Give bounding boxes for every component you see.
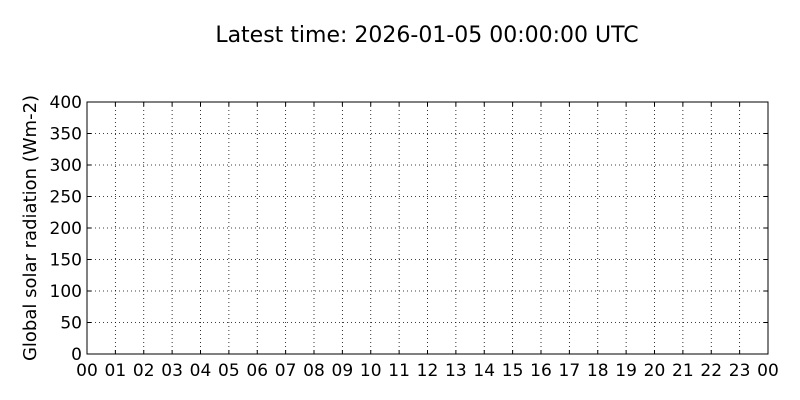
chart-title: Latest time: 2026-01-05 00:00:00 UTC (215, 23, 638, 48)
x-tick-label: 02 (133, 361, 155, 381)
y-tick-label: 100 (50, 282, 82, 302)
y-tick-label: 50 (60, 314, 82, 334)
x-tick-label: 18 (587, 361, 609, 381)
x-tick-label: 06 (246, 361, 268, 381)
x-tick-label: 08 (303, 361, 325, 381)
y-tick-label: 200 (50, 219, 82, 239)
x-tick-label: 04 (190, 361, 212, 381)
x-tick-label: 22 (700, 361, 722, 381)
x-tick-label: 00 (757, 361, 779, 381)
x-tick-label: 15 (502, 361, 524, 381)
y-tick-label: 350 (50, 125, 82, 145)
x-tick-label: 00 (76, 361, 98, 381)
y-tick-label: 300 (50, 156, 82, 176)
grid (87, 102, 768, 354)
y-axis-label: Global solar radiation (Wm-2) (20, 95, 41, 361)
x-tick-label: 23 (729, 361, 751, 381)
y-tick-label: 250 (50, 188, 82, 208)
x-tick-label: 20 (644, 361, 666, 381)
x-tick-label: 17 (559, 361, 581, 381)
x-tick-label: 19 (615, 361, 637, 381)
plot-frame (86, 101, 769, 355)
y-tick-label: 150 (50, 251, 82, 271)
x-tick-label: 21 (672, 361, 694, 381)
ticks: 00 01 02 03 04 05 06 07 08 09 10 11 12 13 14 15 16 17 18 19… (50, 93, 779, 381)
x-tick-label: 10 (360, 361, 382, 381)
x-tick-label: 13 (445, 361, 467, 381)
y-tick-label: 0 (71, 345, 82, 365)
x-tick-label: 14 (473, 361, 495, 381)
x-tick-label: 07 (275, 361, 297, 381)
x-tick-label: 03 (161, 361, 183, 381)
x-tick-label: 01 (105, 361, 127, 381)
x-tick-label: 12 (417, 361, 439, 381)
y-tick-label: 400 (50, 93, 82, 113)
x-tick-label: 11 (388, 361, 410, 381)
x-tick-label: 09 (332, 361, 354, 381)
x-tick-label: 16 (530, 361, 552, 381)
x-tick-label: 05 (218, 361, 240, 381)
